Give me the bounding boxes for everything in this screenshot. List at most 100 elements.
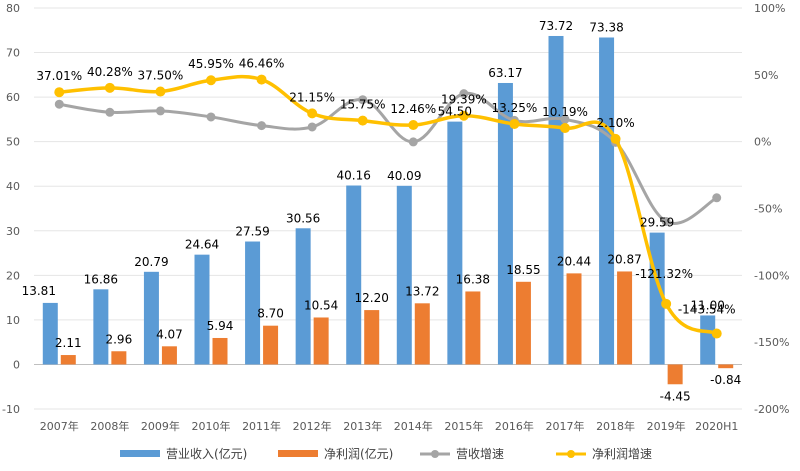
revenue-label: 11.00 [691, 298, 725, 312]
profit-growth-label: 2.10% [597, 116, 635, 130]
x-tick-label: 2015年 [444, 419, 483, 433]
x-tick-label: 2014年 [394, 419, 433, 433]
bar-series [42, 35, 734, 385]
x-tick-label: 2009年 [141, 419, 180, 433]
profit-growth-point [661, 298, 672, 309]
profit-growth-point [256, 74, 267, 85]
profit-growth-label: 40.28% [87, 65, 133, 79]
revenue-growth-point [712, 193, 722, 203]
revenue-growth-point [257, 121, 267, 131]
net-profit-bar [465, 291, 481, 365]
revenue-growth-point [307, 122, 317, 132]
net-profit-label: 8.70 [257, 307, 284, 321]
profit-growth-point [711, 328, 722, 339]
profit-growth-label: 46.46% [239, 57, 285, 71]
revenue-bar [447, 121, 463, 365]
revenue-bar [700, 315, 716, 365]
y-tick-right: 100% [754, 2, 785, 15]
data-labels: 13.81 16.86 20.79 24.64 27.59 30.56 40.16 40.09… [22, 19, 742, 403]
y-tick-right: 50% [754, 69, 778, 82]
net-profit-bar [313, 317, 329, 365]
revenue-label: 24.64 [185, 238, 219, 252]
profit-growth-label: 19.39% [441, 93, 487, 107]
net-profit-bar [60, 355, 76, 365]
net-profit-bar [667, 364, 683, 385]
net-profit-label: 4.07 [156, 327, 183, 341]
profit-growth-point [408, 120, 419, 131]
revenue-bar [245, 241, 261, 365]
profit-growth-label: 37.01% [36, 69, 82, 83]
revenue-bar [295, 228, 311, 365]
net-profit-label: 2.96 [105, 332, 132, 346]
profit-growth-label: -143.54% [678, 303, 736, 317]
revenue-growth-point [54, 99, 64, 109]
net-profit-label: -0.84 [710, 373, 741, 387]
net-profit-label: 2.11 [55, 336, 82, 350]
legend: 营业收入(亿元) 净利润(亿元) 营收增速 净利润增速 [120, 446, 652, 461]
revenue-label: 13.81 [22, 284, 56, 298]
net-profit-bar [212, 337, 228, 365]
revenue-label: 73.72 [539, 19, 573, 33]
y-tick-left: 40 [6, 180, 20, 193]
profit-growth-label: 13.25% [492, 101, 538, 115]
x-tick-label: 2020H1 [695, 420, 738, 433]
revenue-growth-point [358, 95, 368, 105]
profit-growth-label: 10.19% [542, 105, 588, 119]
revenue-label: 20.79 [134, 255, 168, 269]
net-profit-bar [414, 303, 430, 365]
x-tick-label: 2013年 [343, 419, 382, 433]
revenue-label: 63.17 [488, 66, 522, 80]
x-tick-label: 2018年 [596, 419, 635, 433]
revenue-bar [346, 185, 362, 365]
y-tick-left: 30 [6, 225, 20, 238]
profit-growth-point [357, 115, 368, 126]
net-profit-label: -4.45 [660, 389, 691, 403]
revenue-bar [497, 82, 513, 365]
y-tick-left: 80 [6, 2, 20, 15]
revenue-bar [396, 185, 412, 365]
profit-growth-label: 15.75% [340, 98, 386, 112]
y-tick-left: 10 [6, 314, 20, 327]
net-profit-bar [718, 364, 734, 369]
legend-label: 营业收入(亿元) [166, 446, 247, 461]
y-tick-left: 60 [6, 91, 20, 104]
profit-growth-point [54, 87, 65, 98]
x-tick-label: 2008年 [90, 419, 129, 433]
revenue-label: 54.50 [438, 105, 472, 119]
x-tick-label: 2012年 [293, 419, 332, 433]
net-profit-label: 5.94 [207, 319, 234, 333]
net-profit-label: 12.20 [355, 291, 389, 305]
y-tick-left: 70 [6, 47, 20, 60]
y-tick-right: -100% [754, 269, 789, 282]
line-series [54, 74, 722, 339]
x-tick-label: 2019年 [647, 419, 686, 433]
x-tick-label: 2010年 [192, 419, 231, 433]
revenue-growth-point [105, 107, 115, 117]
profit-growth-point [458, 110, 469, 121]
revenue-label: 40.16 [337, 169, 371, 183]
axes: -10 0 10 20 30 40 50 60 70 80 -200% -150% -100% -50% 0… [2, 2, 789, 433]
profit-growth-label: 45.95% [188, 57, 234, 71]
y-tick-right: 0% [754, 136, 771, 149]
y-tick-right: -50% [754, 203, 782, 216]
net-profit-bar [566, 273, 582, 365]
revenue-bar [42, 302, 58, 365]
legend-label: 营收增速 [456, 447, 504, 461]
revenue-label: 40.09 [387, 169, 421, 183]
net-profit-bar [161, 346, 177, 365]
revenue-bar [599, 37, 615, 365]
profit-growth-label: -121.32% [635, 267, 693, 281]
revenue-growth-point [661, 216, 671, 226]
y-tick-right: -200% [754, 403, 789, 416]
revenue-growth-point [206, 112, 216, 122]
revenue-growth-point [459, 89, 469, 99]
net-profit-label: 13.72 [405, 284, 439, 298]
profit-growth-label: 12.46% [390, 102, 436, 116]
net-profit-bar [515, 281, 531, 365]
revenue-bar [194, 254, 210, 365]
revenue-growth-point [155, 106, 165, 116]
legend-marker [567, 450, 575, 458]
profit-growth-point [307, 108, 318, 119]
profit-growth-point [206, 75, 216, 86]
net-profit-label: 18.55 [506, 263, 540, 277]
